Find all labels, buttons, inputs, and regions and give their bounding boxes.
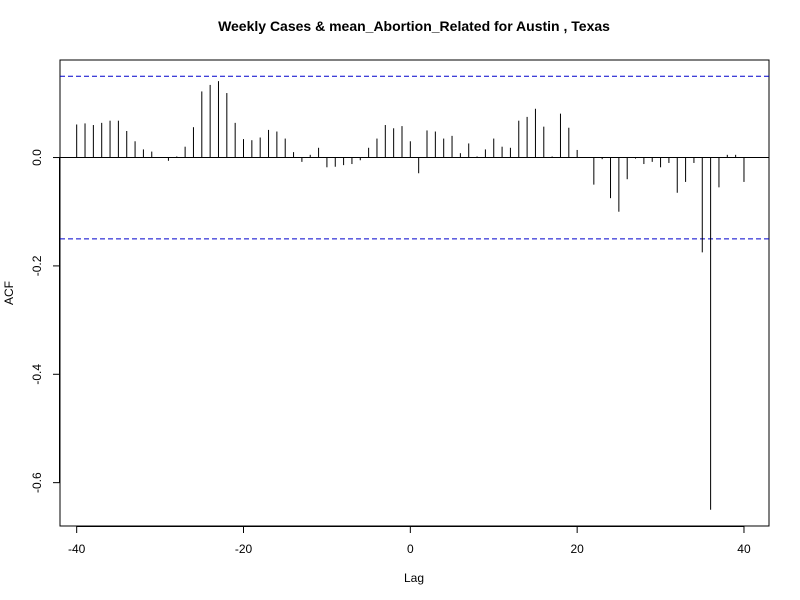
- x-tick-label: 0: [407, 542, 414, 556]
- y-tick-label: -0.6: [30, 472, 44, 493]
- plot-frame: [59, 59, 770, 527]
- x-axis-label: Lag: [404, 571, 424, 585]
- y-tick-label: 0.0: [30, 149, 44, 166]
- x-tick-label: -20: [235, 542, 253, 556]
- y-axis-label: ACF: [2, 281, 16, 305]
- y-tick-label: -0.4: [30, 364, 44, 385]
- x-tick-label: -40: [68, 542, 86, 556]
- y-tick-label: -0.2: [30, 255, 44, 276]
- x-tick-label: 20: [570, 542, 584, 556]
- plot-area: -40 -20 0 20 40 -0.6 -0.4 -0.2 0.0: [30, 59, 770, 556]
- x-tick-label: 40: [737, 542, 751, 556]
- chart-title: Weekly Cases & mean_Abortion_Related for…: [218, 18, 610, 34]
